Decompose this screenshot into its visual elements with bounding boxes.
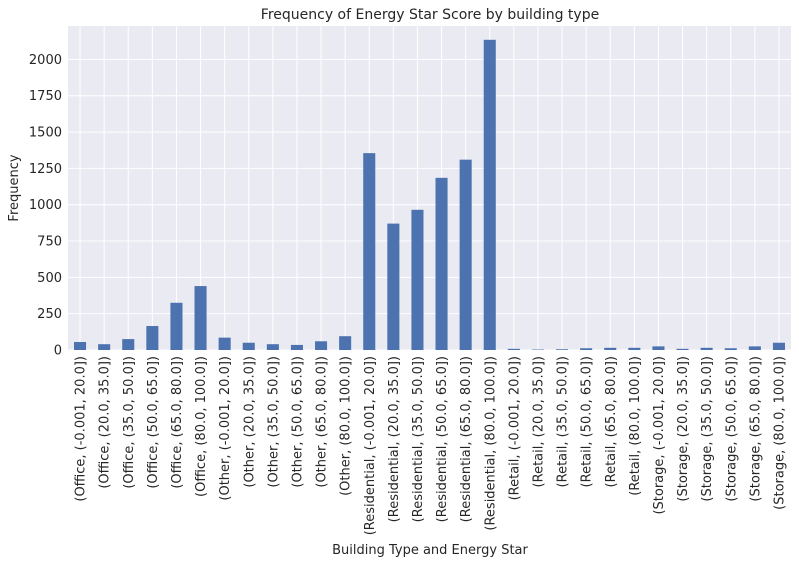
x-tick-label: (Storage, (50.0, 65.0]) xyxy=(724,356,739,502)
x-tick-label: (Other, (35.0, 50.0]) xyxy=(266,356,281,488)
y-tick-label: 1500 xyxy=(29,126,62,141)
bar xyxy=(459,159,472,350)
bar xyxy=(194,286,207,350)
x-tick-label: (Residential, (50.0, 65.0]) xyxy=(435,356,450,522)
bar xyxy=(580,348,593,350)
chart-title: Frequency of Energy Star Score by buildi… xyxy=(261,7,599,23)
bar xyxy=(74,342,87,350)
y-tick-label: 1000 xyxy=(29,198,62,213)
bar xyxy=(339,336,352,350)
x-tick-label: (Office, (50.0, 65.0]) xyxy=(146,356,161,489)
y-axis-label: Frequency xyxy=(7,154,22,221)
bar xyxy=(146,326,159,350)
y-tick-label: 1250 xyxy=(29,162,62,177)
bar xyxy=(122,339,135,350)
x-tick-label: (Other, (20.0, 35.0]) xyxy=(242,356,257,488)
x-tick-label: (Retail, (65.0, 80.0]) xyxy=(604,356,619,487)
bar xyxy=(363,153,376,350)
bar xyxy=(170,302,183,350)
x-tick-label: (Office, (80.0, 100.0]) xyxy=(194,356,209,497)
x-tick-label: (Retail, (50.0, 65.0]) xyxy=(580,356,595,487)
bar xyxy=(315,341,328,350)
x-tick-label: (Retail, (35.0, 50.0]) xyxy=(556,356,571,487)
x-tick-label: (Office, (-0.001, 20.0]) xyxy=(74,356,89,502)
x-tick-label: (Office, (20.0, 35.0]) xyxy=(98,356,113,489)
x-tick-label: (Storage, (35.0, 50.0]) xyxy=(700,356,715,502)
x-tick-label: (Residential, (20.0, 35.0]) xyxy=(387,356,402,522)
x-tick-label: (Residential, (35.0, 50.0]) xyxy=(411,356,426,522)
bar xyxy=(290,344,303,350)
x-tick-label: (Residential, (80.0, 100.0]) xyxy=(483,356,498,531)
x-tick-label: (Other, (65.0, 80.0]) xyxy=(315,356,330,488)
y-tick-label: 250 xyxy=(37,307,62,322)
bar xyxy=(98,344,111,350)
bar xyxy=(507,348,520,350)
bar xyxy=(604,347,617,350)
y-tick-label: 1750 xyxy=(29,89,62,104)
x-axis-ticks: (Office, (-0.001, 20.0]) (Office, (20.0, … xyxy=(74,356,788,535)
bar xyxy=(483,39,496,351)
plot-area xyxy=(68,26,791,350)
x-tick-label: (Storage, (65.0, 80.0]) xyxy=(748,356,763,502)
bar xyxy=(556,349,569,350)
bar xyxy=(218,337,231,350)
x-tick-label: (Storage, (20.0, 35.0]) xyxy=(676,356,691,502)
y-tick-label: 2000 xyxy=(29,53,62,68)
bar xyxy=(724,348,737,350)
bar xyxy=(435,177,448,350)
bar xyxy=(266,344,279,350)
y-tick-label: 0 xyxy=(54,344,62,359)
x-tick-label: (Other, (50.0, 65.0]) xyxy=(290,356,305,488)
y-tick-label: 500 xyxy=(37,271,62,286)
x-tick-label: (Retail, (20.0, 35.0]) xyxy=(531,356,546,487)
x-tick-label: (Storage, (80.0, 100.0]) xyxy=(772,356,787,510)
y-tick-label: 750 xyxy=(37,235,62,250)
x-tick-label: (Residential, (65.0, 80.0]) xyxy=(459,356,474,522)
y-axis-ticks: 0 250 500 750 1000 1250 1500 1750 2000 xyxy=(29,53,62,359)
x-tick-label: (Other, (-0.001, 20.0]) xyxy=(218,356,233,501)
bar xyxy=(748,346,761,350)
x-tick-label: (Storage, (-0.001, 20.0]) xyxy=(652,356,667,515)
bar xyxy=(411,209,424,350)
x-tick-label: (Other, (80.0, 100.0]) xyxy=(339,356,354,496)
bars xyxy=(74,39,785,351)
bar xyxy=(700,347,713,350)
bar xyxy=(772,342,785,350)
bar xyxy=(387,223,400,350)
bar xyxy=(676,348,689,350)
x-tick-label: (Residential, (-0.001, 20.0]) xyxy=(363,356,378,535)
x-tick-label: (Retail, (80.0, 100.0]) xyxy=(628,356,643,496)
x-tick-label: (Office, (65.0, 80.0]) xyxy=(170,356,185,489)
bar xyxy=(242,342,255,350)
bar xyxy=(652,346,665,350)
x-tick-label: (Office, (35.0, 50.0]) xyxy=(122,356,137,489)
x-axis-label: Building Type and Energy Star xyxy=(332,543,528,558)
bar xyxy=(628,347,641,350)
x-tick-label: (Retail, (-0.001, 20.0]) xyxy=(507,356,522,500)
